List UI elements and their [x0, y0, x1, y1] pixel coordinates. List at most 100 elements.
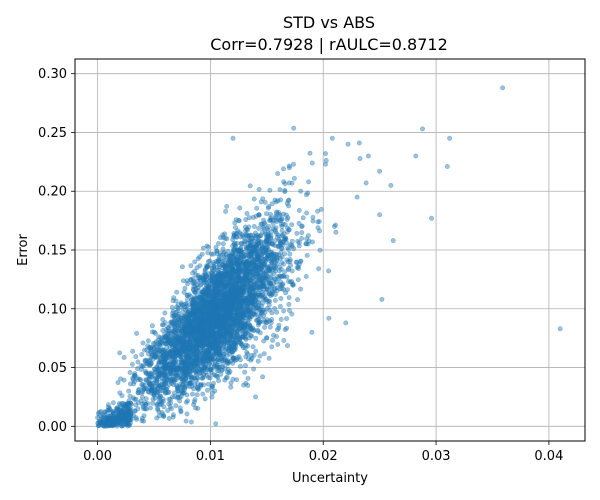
scatter-point: [155, 354, 161, 360]
scatter-point: [192, 397, 198, 403]
scatter-point: [102, 409, 108, 415]
chart-title: STD vs ABS: [283, 13, 375, 32]
scatter-point: [173, 333, 179, 339]
scatter-point: [160, 347, 166, 353]
scatter-point: [295, 277, 301, 283]
scatter-point: [178, 362, 184, 368]
scatter-point: [246, 308, 252, 314]
scatter-point: [236, 284, 242, 290]
scatter-point: [223, 304, 229, 310]
scatter-point: [281, 274, 287, 280]
scatter-point: [207, 310, 213, 316]
scatter-point: [203, 361, 209, 367]
scatter-point: [175, 372, 181, 378]
scatter-point: [238, 289, 244, 295]
scatter-point: [236, 326, 242, 332]
scatter-point: [281, 337, 287, 343]
scatter-point: [293, 259, 299, 265]
scatter-point: [219, 305, 225, 311]
x-tick-label: 0.02: [309, 449, 338, 464]
scatter-point: [192, 333, 198, 339]
scatter-point: [253, 394, 259, 400]
chart-subtitle: Corr=0.7928 | rAULC=0.8712: [210, 35, 448, 54]
scatter-point: [222, 290, 228, 296]
scatter-point: [254, 256, 260, 262]
scatter-point: [428, 215, 434, 221]
scatter-point: [257, 319, 263, 325]
scatter-point: [281, 179, 287, 185]
scatter-point: [132, 396, 138, 402]
scatter-point: [244, 349, 250, 355]
scatter-point: [255, 265, 261, 271]
scatter-point: [139, 418, 145, 424]
scatter-point: [277, 187, 283, 193]
scatter-point: [251, 196, 257, 202]
scatter-point: [166, 330, 172, 336]
scatter-point: [289, 238, 295, 244]
scatter-point: [231, 263, 237, 269]
scatter-point: [236, 339, 242, 345]
scatter-point: [171, 342, 177, 348]
scatter-point: [105, 402, 111, 408]
scatter-point: [198, 382, 204, 388]
scatter-point: [285, 278, 291, 284]
scatter-point: [207, 367, 213, 373]
scatter-point: [254, 258, 260, 264]
scatter-point: [145, 338, 151, 344]
scatter-point: [171, 318, 177, 324]
scatter-point: [244, 298, 250, 304]
scatter-point: [284, 316, 290, 322]
scatter-point: [199, 369, 205, 375]
scatter-point: [272, 260, 278, 266]
scatter-point: [222, 331, 228, 337]
scatter-point: [96, 419, 102, 425]
scatter-point: [251, 224, 257, 230]
scatter-point: [165, 328, 171, 334]
scatter-point: [329, 135, 335, 141]
scatter-point: [266, 287, 272, 293]
scatter-point: [151, 390, 157, 396]
scatter-point: [205, 299, 211, 305]
scatter-point: [227, 276, 233, 282]
scatter-point: [277, 241, 283, 247]
scatter-point: [160, 317, 166, 323]
scatter-point: [183, 418, 189, 424]
scatter-point: [243, 260, 249, 266]
scatter-point: [240, 268, 246, 274]
scatter-point: [163, 365, 169, 371]
scatter-point: [218, 306, 224, 312]
scatter-point: [165, 366, 171, 372]
scatter-point: [194, 307, 200, 313]
scatter-point: [229, 254, 235, 260]
scatter-point: [192, 347, 198, 353]
scatter-point: [217, 250, 223, 256]
scatter-point: [210, 353, 216, 359]
scatter-point: [228, 278, 234, 284]
scatter-point: [274, 218, 280, 224]
scatter-point: [217, 321, 223, 327]
scatter-point: [243, 217, 249, 223]
scatter-point: [296, 208, 302, 214]
scatter-point: [171, 377, 177, 383]
scatter-point: [306, 179, 312, 185]
scatter-point: [248, 243, 254, 249]
scatter-point: [226, 344, 232, 350]
scatter-point: [289, 244, 295, 250]
scatter-point: [286, 301, 292, 307]
scatter-point: [345, 141, 351, 147]
scatter-point: [211, 344, 217, 350]
scatter-point: [142, 382, 148, 388]
scatter-point: [160, 340, 166, 346]
scatter-point: [295, 264, 301, 270]
scatter-point: [315, 219, 321, 225]
y-tick-label: 0.00: [38, 420, 67, 435]
scatter-point: [193, 369, 199, 375]
y-tick-label: 0.10: [38, 302, 67, 317]
scatter-point: [174, 339, 180, 345]
scatter-point: [247, 268, 253, 274]
scatter-point: [160, 365, 166, 371]
scatter-point: [246, 249, 252, 255]
scatter-point: [213, 294, 219, 300]
scatter-point: [184, 292, 190, 298]
scatter-point: [220, 241, 226, 247]
